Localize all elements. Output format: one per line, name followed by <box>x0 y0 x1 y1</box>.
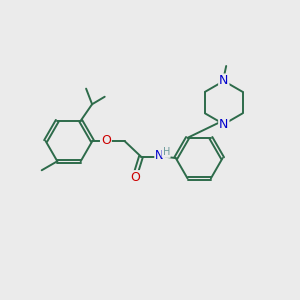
Text: N: N <box>219 118 229 131</box>
Text: N: N <box>155 148 164 162</box>
Text: N: N <box>219 74 229 88</box>
Text: O: O <box>101 134 111 148</box>
Text: O: O <box>131 171 140 184</box>
Text: H: H <box>163 147 170 157</box>
